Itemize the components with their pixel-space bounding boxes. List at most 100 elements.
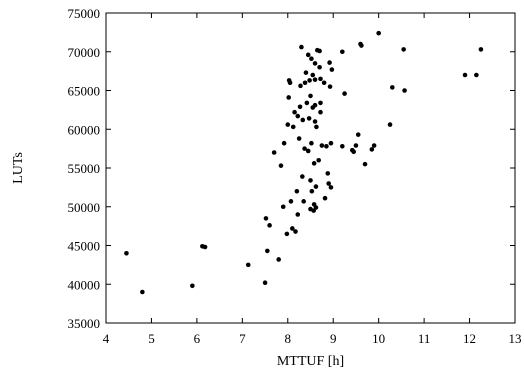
data-point (140, 289, 145, 295)
x-tick-label: 8 (285, 331, 292, 346)
data-point (190, 283, 195, 289)
data-point (328, 185, 334, 190)
data-point (318, 100, 323, 106)
data-point (362, 161, 368, 167)
data-point (351, 149, 356, 155)
y-tick-label: 65000 (68, 84, 101, 99)
data-point (280, 204, 286, 210)
data-point (340, 49, 345, 55)
data-point (387, 122, 393, 127)
data-point (312, 102, 318, 108)
data-point (297, 104, 303, 110)
data-point (322, 195, 328, 201)
y-tick-label: 55000 (68, 161, 101, 176)
data-point (278, 163, 284, 168)
data-point (308, 93, 313, 99)
data-point (298, 83, 303, 89)
y-tick-label: 70000 (68, 45, 101, 60)
data-point (300, 117, 306, 123)
data-point (328, 140, 334, 146)
data-point (265, 248, 270, 254)
data-point (329, 67, 335, 72)
data-point (293, 229, 298, 234)
data-point (306, 116, 312, 121)
data-point (301, 199, 306, 204)
x-tick-label: 11 (418, 331, 431, 346)
y-tick-label: 45000 (68, 239, 101, 254)
data-point (288, 199, 294, 204)
data-point (262, 280, 268, 286)
y-tick-label: 60000 (68, 122, 101, 137)
data-point (295, 113, 301, 119)
data-point (292, 109, 297, 115)
x-tick-label: 10 (372, 331, 385, 346)
data-point (359, 43, 364, 48)
data-point (317, 48, 322, 54)
data-point (281, 140, 287, 146)
data-point (402, 88, 407, 93)
data-point (309, 188, 315, 194)
data-point (309, 56, 314, 62)
data-point (314, 124, 319, 130)
data-point (267, 223, 272, 228)
data-point (276, 257, 281, 262)
data-point (342, 91, 347, 96)
data-points (124, 30, 484, 295)
data-point (287, 80, 293, 86)
data-point (327, 60, 332, 65)
data-point (271, 150, 277, 155)
data-point (371, 143, 377, 148)
data-point (202, 244, 208, 250)
data-point (401, 47, 406, 52)
data-point (312, 77, 318, 82)
data-point (462, 72, 468, 78)
data-point (245, 262, 251, 268)
data-point (313, 205, 319, 210)
x-tick-label: 12 (463, 331, 476, 346)
x-tick-label: 13 (509, 331, 522, 346)
data-point (310, 72, 316, 78)
data-point (309, 140, 314, 146)
data-point (302, 146, 307, 151)
x-tick-label: 7 (239, 331, 246, 346)
data-point (312, 119, 318, 124)
data-point (124, 250, 129, 256)
data-point (313, 184, 319, 189)
data-point (295, 212, 301, 217)
data-point (286, 95, 291, 100)
data-point (304, 100, 310, 106)
data-point (353, 143, 359, 148)
data-point (300, 174, 305, 179)
data-point (302, 80, 308, 86)
x-tick-label: 5 (148, 331, 155, 346)
data-point (305, 52, 311, 58)
data-point (478, 47, 484, 52)
data-point (299, 44, 304, 50)
x-tick-labels: 4 5 6 7 8 9 10 11 12 13 (103, 331, 522, 346)
data-point (321, 80, 327, 86)
data-point (303, 70, 309, 75)
y-tick-labels: 35000 40000 45000 50000 55000 60000 65000 70000… (68, 6, 101, 331)
data-point (326, 181, 331, 186)
data-point (263, 216, 269, 221)
data-point (390, 85, 395, 90)
data-point (294, 188, 300, 194)
x-tick-label: 6 (194, 331, 201, 346)
data-point (284, 231, 290, 237)
data-point (318, 76, 323, 82)
data-point (305, 148, 311, 154)
data-point (340, 144, 345, 149)
y-tick-label: 50000 (68, 200, 101, 215)
data-point (317, 64, 322, 70)
data-point (325, 171, 331, 176)
data-point (311, 161, 317, 166)
data-point (296, 136, 302, 141)
y-tick-label: 40000 (68, 277, 101, 292)
data-point (474, 72, 479, 78)
data-point (369, 147, 375, 152)
x-tick-label: 9 (330, 331, 337, 346)
data-point (316, 157, 321, 163)
data-point (376, 30, 381, 36)
data-point (285, 122, 291, 127)
